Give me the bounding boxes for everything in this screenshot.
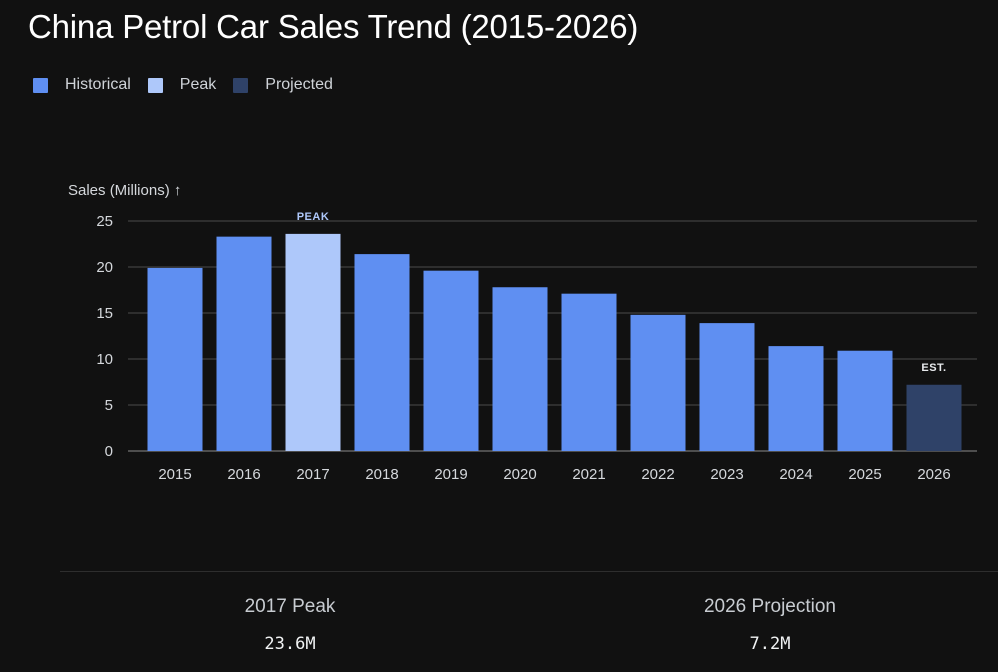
x-tick-label-2020: 2020 (503, 466, 536, 483)
bar-2025 (837, 350, 893, 451)
legend-label-historical: Historical (65, 76, 131, 93)
bar-2021 (561, 293, 617, 451)
annotation-2026: EST. (921, 362, 946, 374)
bar-2024 (768, 346, 824, 451)
legend-swatch-peak (147, 77, 163, 93)
stat-projection-label: 2026 Projection (703, 596, 837, 617)
annotation-2017: PEAK (297, 211, 330, 223)
stat-projection: 2026 Projection 7.2M (620, 596, 920, 654)
legend-label-projected: Projected (265, 76, 333, 93)
bar-2017 (285, 233, 341, 451)
bar-2018 (354, 254, 410, 451)
y-tick-label-0: 0 (105, 443, 113, 460)
stat-projection-value: 7.2M (749, 634, 791, 654)
x-tick-label-2021: 2021 (572, 466, 605, 483)
bar-2015 (147, 267, 203, 451)
bar-2026 (906, 384, 962, 451)
y-tick-label-5: 5 (105, 397, 113, 414)
bar-2023 (699, 323, 755, 451)
page-title: China Petrol Car Sales Trend (2015-2026) (28, 8, 639, 45)
legend-item-peak: Peak (147, 76, 217, 94)
x-tick-label-2022: 2022 (641, 466, 674, 483)
legend-item-projected: Projected (233, 76, 333, 94)
stat-peak-value: 23.6M (264, 634, 316, 654)
y-tick-label-15: 15 (96, 305, 113, 322)
legend-label-peak: Peak (179, 76, 217, 93)
x-tick-label-2023: 2023 (710, 466, 743, 483)
bar-2022 (630, 314, 686, 451)
stat-peak-label: 2017 Peak (244, 596, 336, 617)
bar-2019 (423, 270, 479, 451)
bar-2020 (492, 287, 548, 451)
x-tick-label-2017: 2017 (296, 466, 329, 483)
stat-peak: 2017 Peak 23.6M (140, 596, 440, 654)
y-tick-label-20: 20 (96, 259, 113, 276)
x-tick-label-2018: 2018 (365, 466, 398, 483)
y-tick-label-10: 10 (96, 351, 113, 368)
x-tick-label-2024: 2024 (779, 466, 812, 483)
x-tick-label-2026: 2026 (917, 466, 950, 483)
x-tick-label-2025: 2025 (848, 466, 881, 483)
legend-item-historical: Historical (33, 76, 131, 94)
x-tick-label-2015: 2015 (158, 466, 191, 483)
chart-legend: Historical Peak Projected (33, 76, 350, 94)
bar-2016 (216, 236, 272, 451)
x-tick-label-2019: 2019 (434, 466, 467, 483)
y-tick-label-25: 25 (96, 213, 113, 230)
legend-swatch-projected (233, 77, 249, 93)
legend-swatch-historical (33, 77, 48, 93)
y-axis-label: Sales (Millions) ↑ (68, 182, 181, 199)
section-divider (60, 571, 998, 572)
x-tick-label-2016: 2016 (227, 466, 260, 483)
